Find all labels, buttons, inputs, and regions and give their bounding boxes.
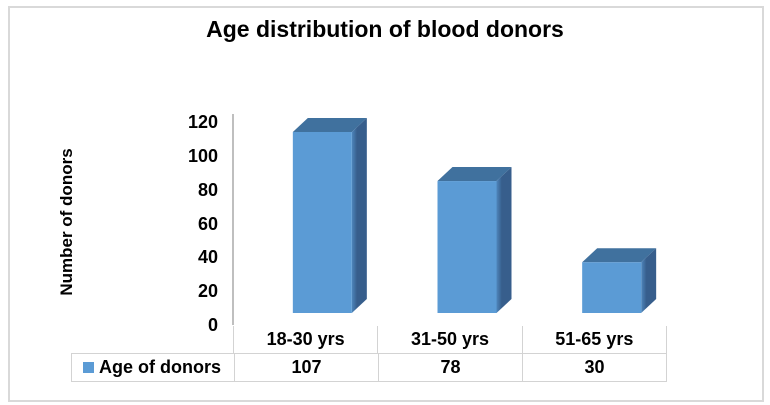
value-cell: 78	[378, 354, 522, 381]
value-cell: 30	[522, 354, 666, 381]
legend-swatch-icon	[83, 362, 94, 373]
y-tick-label: 40	[197, 247, 218, 268]
value-cell: 107	[234, 354, 378, 381]
plot-area	[292, 117, 657, 313]
category-axis-row: 18-30 yrs 31-50 yrs 51-65 yrs	[233, 326, 667, 353]
y-axis-title: Number of donors	[57, 148, 76, 296]
category-label: 18-30 yrs	[233, 326, 377, 353]
bar-18-30-yrs	[292, 117, 367, 313]
category-label: 31-50 yrs	[377, 326, 521, 353]
legend-key: Age of donors	[72, 354, 234, 381]
legend-label: Age of donors	[99, 357, 221, 377]
bar-51-65-yrs	[582, 248, 657, 313]
y-tick-label: 60	[197, 213, 218, 234]
chart-frame	[8, 6, 764, 402]
data-table-row: Age of donors 107 78 30	[71, 353, 667, 382]
category-label: 51-65 yrs	[521, 326, 667, 353]
bar-31-50-yrs	[437, 167, 512, 313]
y-tick-label: 20	[197, 281, 218, 302]
y-tick-label: 80	[197, 179, 218, 200]
chart-title: Age distribution of blood donors	[206, 16, 564, 42]
y-axis-line	[232, 114, 234, 325]
y-tick-label: 100	[187, 145, 218, 166]
y-tick-label: 120	[187, 112, 218, 132]
y-tick-label: 0	[207, 315, 218, 335]
